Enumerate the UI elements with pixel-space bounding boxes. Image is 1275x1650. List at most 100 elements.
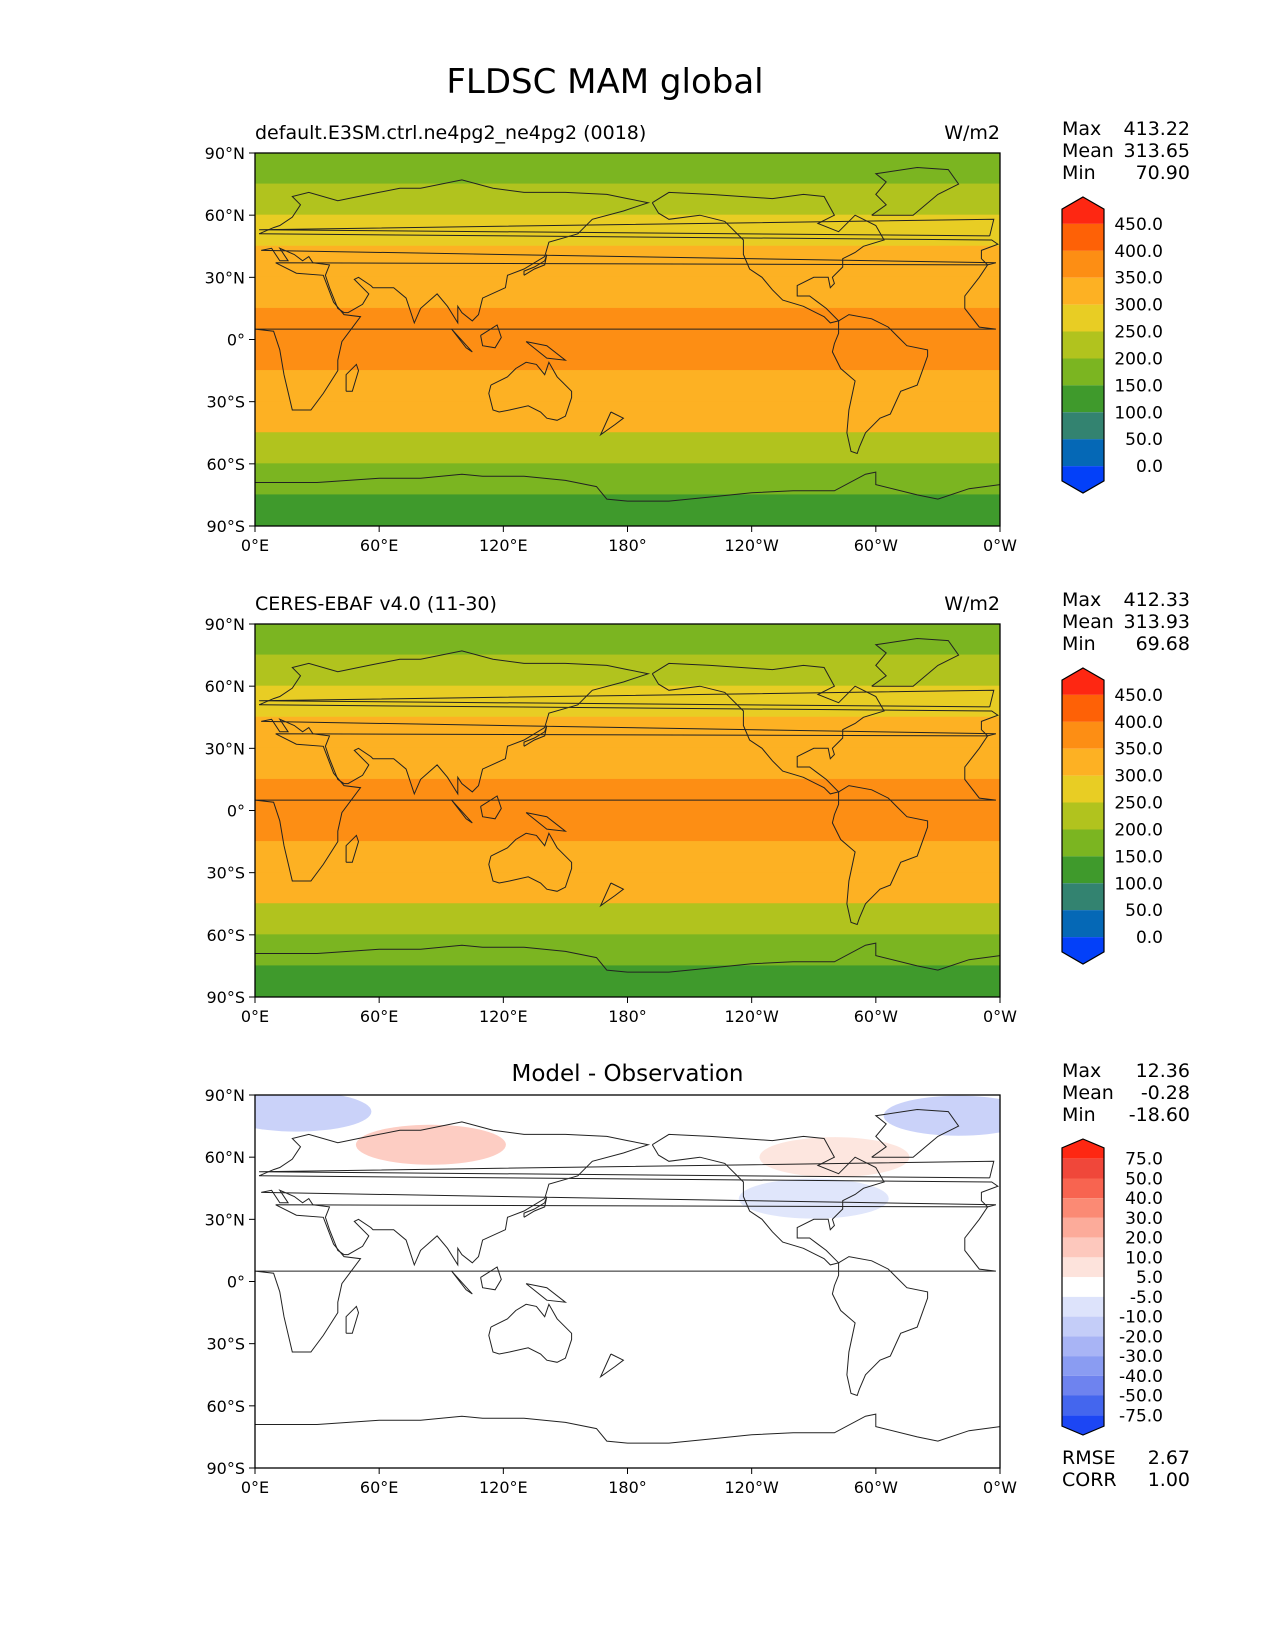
lat-tick-label: 60°S [206, 926, 245, 945]
panel-title: default.E3SM.ctrl.ne4pg2_ne4pg2 (0018) [255, 122, 646, 144]
coastline [651, 1133, 885, 1266]
lat-tick-label: 90°N [205, 144, 245, 163]
colorbar-tick-label: 450.0 [1114, 215, 1163, 235]
stat-label: Mean [1062, 140, 1114, 162]
colorbar-tick-label: 50.0 [1125, 1169, 1163, 1189]
field-band [255, 747, 1000, 780]
colorbar-segment [1062, 775, 1104, 803]
colorbar-segment [1062, 1415, 1104, 1435]
colorbar-segment [1062, 910, 1104, 938]
stat-value: -18.60 [1129, 1104, 1190, 1126]
coastline [259, 689, 995, 708]
coastline [255, 471, 1000, 502]
lon-tick-label: 60°E [360, 1478, 398, 1497]
map-panel-3: Model - Observation 90°N 60°N 30°N 0° 30°S 60°… [205, 1060, 1190, 1497]
stat-value: 69.68 [1136, 633, 1190, 655]
colorbar-segment [1062, 466, 1104, 493]
lon-tick-label: 0°E [241, 1478, 269, 1497]
lat-tick-label: 0° [227, 1273, 245, 1292]
coastline [488, 1303, 573, 1363]
coastline [871, 637, 960, 687]
colorbar-segment [1062, 1395, 1104, 1416]
anomaly-patch [738, 1178, 889, 1219]
lon-tick-label: 60°W [854, 1007, 898, 1026]
stat-label: Mean [1062, 1082, 1114, 1104]
lon-tick-label: 60°W [854, 1478, 898, 1497]
lon-tick-label: 120°W [724, 1007, 779, 1026]
colorbar-segment [1062, 358, 1104, 386]
stat-value: 313.93 [1124, 611, 1190, 633]
colorbar-segment [1062, 1277, 1104, 1297]
coastline [525, 812, 568, 832]
coastline [258, 1121, 999, 1267]
colorbar-tick-label: 40.0 [1125, 1189, 1163, 1209]
coastline [523, 254, 548, 276]
lat-tick-label: 30°N [205, 1210, 245, 1229]
lat-tick-label: 30°S [206, 1335, 245, 1354]
panel-units: W/m2 [944, 122, 1000, 144]
colorbar-segment [1062, 277, 1104, 305]
metric-label: CORR [1062, 1469, 1117, 1491]
colorbar-segment [1062, 385, 1104, 413]
colorbar-tick-label: 100.0 [1114, 874, 1163, 894]
map-panel-1: default.E3SM.ctrl.ne4pg2_ne4pg2 (0018) W/… [205, 118, 1190, 555]
colorbar-segment [1062, 883, 1104, 911]
map-panel-2: CERES-EBAF v4.0 (11-30) W/m2 90°N 60°N 30°N 0… [205, 589, 1190, 1026]
colorbar-tick-label: -5.0 [1130, 1288, 1163, 1308]
colorbar-segment [1062, 1158, 1104, 1179]
colorbar-segment [1062, 856, 1104, 884]
lat-tick-label: 30°N [205, 739, 245, 758]
field-band [255, 432, 1000, 465]
coastline [345, 363, 360, 392]
colorbar-segment [1062, 223, 1104, 251]
stat-value: -0.28 [1141, 1082, 1190, 1104]
lat-tick-label: 30°S [206, 393, 245, 412]
stat-label: Min [1062, 162, 1096, 184]
lon-tick-label: 120°W [724, 1478, 779, 1497]
colorbar-tick-label: 150.0 [1114, 847, 1163, 867]
field-layer [255, 153, 1000, 526]
lon-tick-label: 0°E [241, 536, 269, 555]
colorbar-segment [1062, 1217, 1104, 1238]
coastline [831, 314, 929, 455]
field-band [255, 624, 1000, 656]
field-band [255, 245, 1000, 278]
stat-value: 412.33 [1124, 589, 1190, 611]
colorbar-tick-label: -40.0 [1119, 1367, 1163, 1387]
coastline [871, 1108, 960, 1158]
panel-title: Model - Observation [511, 1061, 743, 1087]
field-band [255, 716, 1000, 749]
colorbar-tick-label: -30.0 [1119, 1347, 1163, 1367]
lon-tick-label: 120°E [479, 1007, 528, 1026]
colorbar-tick-label: -10.0 [1119, 1308, 1163, 1328]
colorbar-outline [1061, 196, 1105, 494]
stat-value: 313.65 [1124, 140, 1190, 162]
colorbar-tick-label: 200.0 [1114, 820, 1163, 840]
colorbar-tick-label: 0.0 [1136, 928, 1163, 948]
field-band [255, 276, 1000, 309]
metric-value: 2.67 [1148, 1447, 1190, 1469]
coastline [255, 1413, 1000, 1444]
lat-tick-label: 90°S [206, 988, 245, 1007]
colorbar-segment [1062, 197, 1104, 224]
colorbar-tick-label: 300.0 [1114, 296, 1163, 316]
metric-label: RMSE [1062, 1447, 1116, 1469]
panel-title: CERES-EBAF v4.0 (11-30) [255, 593, 497, 615]
field-band [255, 401, 1000, 434]
lat-tick-label: 30°N [205, 268, 245, 287]
coastline [488, 832, 573, 892]
lat-tick-label: 90°N [205, 1086, 245, 1105]
coastline [258, 179, 999, 325]
coastline [871, 166, 960, 216]
lon-tick-label: 0°E [241, 1007, 269, 1026]
colorbar-segment [1062, 1237, 1104, 1258]
colorbar-segment [1062, 1198, 1104, 1218]
colorbar-segment [1062, 1336, 1104, 1357]
colorbar-segment [1062, 331, 1104, 359]
field-band [255, 370, 1000, 403]
lon-tick-label: 120°E [479, 1478, 528, 1497]
coastline [255, 262, 996, 411]
colorbar-segment [1062, 668, 1104, 695]
field-band [255, 494, 1000, 526]
colorbar-outline [1061, 667, 1105, 965]
